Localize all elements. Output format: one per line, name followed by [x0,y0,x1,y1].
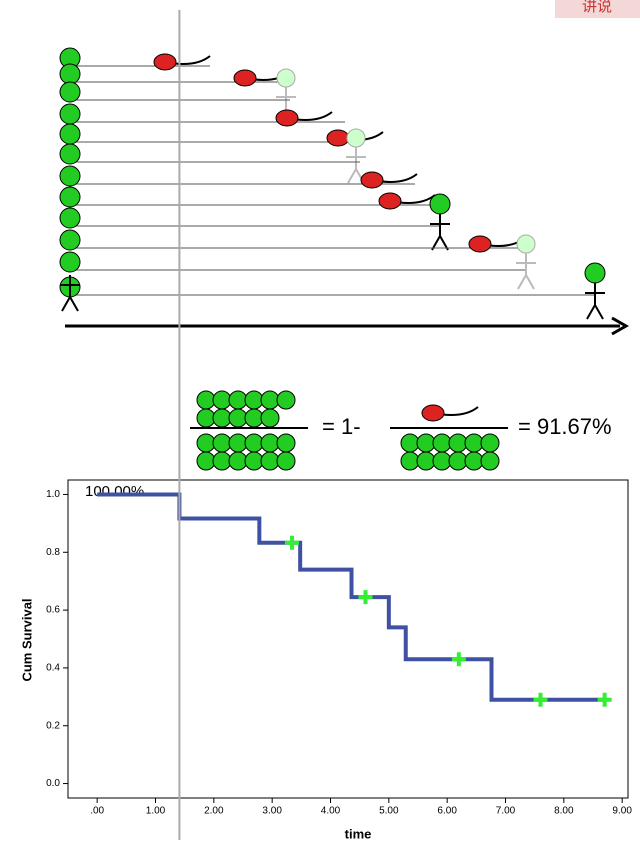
subject-head [59,251,81,273]
subject-head [228,451,248,471]
x-tick-label: .00 [90,806,104,817]
subject-head [416,451,436,471]
subject-head [59,81,81,103]
subject-head [260,451,280,471]
y-tick-label: 0.4 [46,663,60,674]
chart: 100.00% time Cum Survival .00 1.00 2.00 3.0… [19,479,632,841]
survival-line [97,492,605,702]
stick-figure [516,253,536,290]
subject-head [196,451,216,471]
formula-result: = 91.67% [518,414,612,439]
ghost-head [276,68,296,88]
ladybug [360,171,384,189]
subject-head [400,433,420,453]
subject-head [59,103,81,125]
subject-head [212,433,232,453]
censor-mark [358,590,373,605]
subject-head [244,390,264,410]
subject-head [276,390,296,410]
illustration [59,47,606,471]
x-tick-label: 1.00 [146,806,166,817]
subject-head [212,408,232,428]
ladybug [233,69,257,87]
subject-head [196,433,216,453]
subject-head [432,433,452,453]
subject-head [584,262,606,284]
brand: 讲说 [582,0,612,15]
ladybug [275,109,299,127]
subject-head [228,433,248,453]
subject-head [416,433,436,453]
ghost-head [516,234,536,254]
subject-head [464,451,484,471]
ladybug [421,404,445,422]
censor-mark [597,692,612,707]
subject-head [59,63,81,85]
subject-head [59,165,81,187]
censor-mark [451,652,466,667]
subject-head [196,408,216,428]
subject-head [59,186,81,208]
stick-figure [60,275,80,312]
subject-head [244,433,264,453]
subject-head [480,433,500,453]
subject-head [480,451,500,471]
subject-head [59,229,81,251]
y-tick-label: 0.6 [46,605,60,616]
x-tick-label: 3.00 [262,806,282,817]
subject-head [432,451,452,471]
subject-head [244,408,264,428]
ghost-head [346,128,366,148]
annotation: 100.00% [85,483,144,500]
subject-head [196,390,216,410]
subject-head [448,433,468,453]
x-tick-label: 4.00 [321,806,341,817]
stick-figure [430,214,450,251]
arrow-head [611,316,630,336]
ladybug [326,129,350,147]
subject-head [429,193,451,215]
subject-head [59,143,81,165]
subject-head [464,433,484,453]
subject-head [448,451,468,471]
subject-head [276,451,296,471]
stick-figure [585,283,605,320]
subject-head [400,451,420,471]
subject-head [276,433,296,453]
x-tick-label: 2.00 [204,806,224,817]
censor-mark [285,535,299,550]
ladybug [468,235,492,253]
stick-figure [346,147,366,184]
x-tick-label: 8.00 [554,806,574,817]
x-tick-label: 7.00 [496,806,516,817]
plot-frame [67,479,629,799]
y-tick-label: 0.8 [46,547,60,558]
x-tick-label: 6.00 [437,806,457,817]
ladybug [153,53,177,71]
brand-box [555,0,640,18]
formula-middle: = 1- [322,414,361,439]
censor-mark [533,692,548,707]
x-tick-label: 9.00 [612,806,632,817]
subject-head [59,123,81,145]
y-tick-label: 0.0 [46,778,60,789]
ladybug [378,192,402,210]
subject-head [244,451,264,471]
x-axis-label: time [345,826,372,841]
subject-head [260,390,280,410]
subject-head [260,433,280,453]
y-tick-label: 0.2 [46,720,60,731]
y-axis-label: Cum Survival [19,598,34,681]
subject-head [228,408,248,428]
subject-head [260,408,280,428]
subject-head [59,207,81,229]
subject-head [228,390,248,410]
subject-head [212,451,232,471]
y-tick-label: 1.0 [46,489,60,500]
subject-head [212,390,232,410]
x-tick-label: 5.00 [379,806,399,817]
